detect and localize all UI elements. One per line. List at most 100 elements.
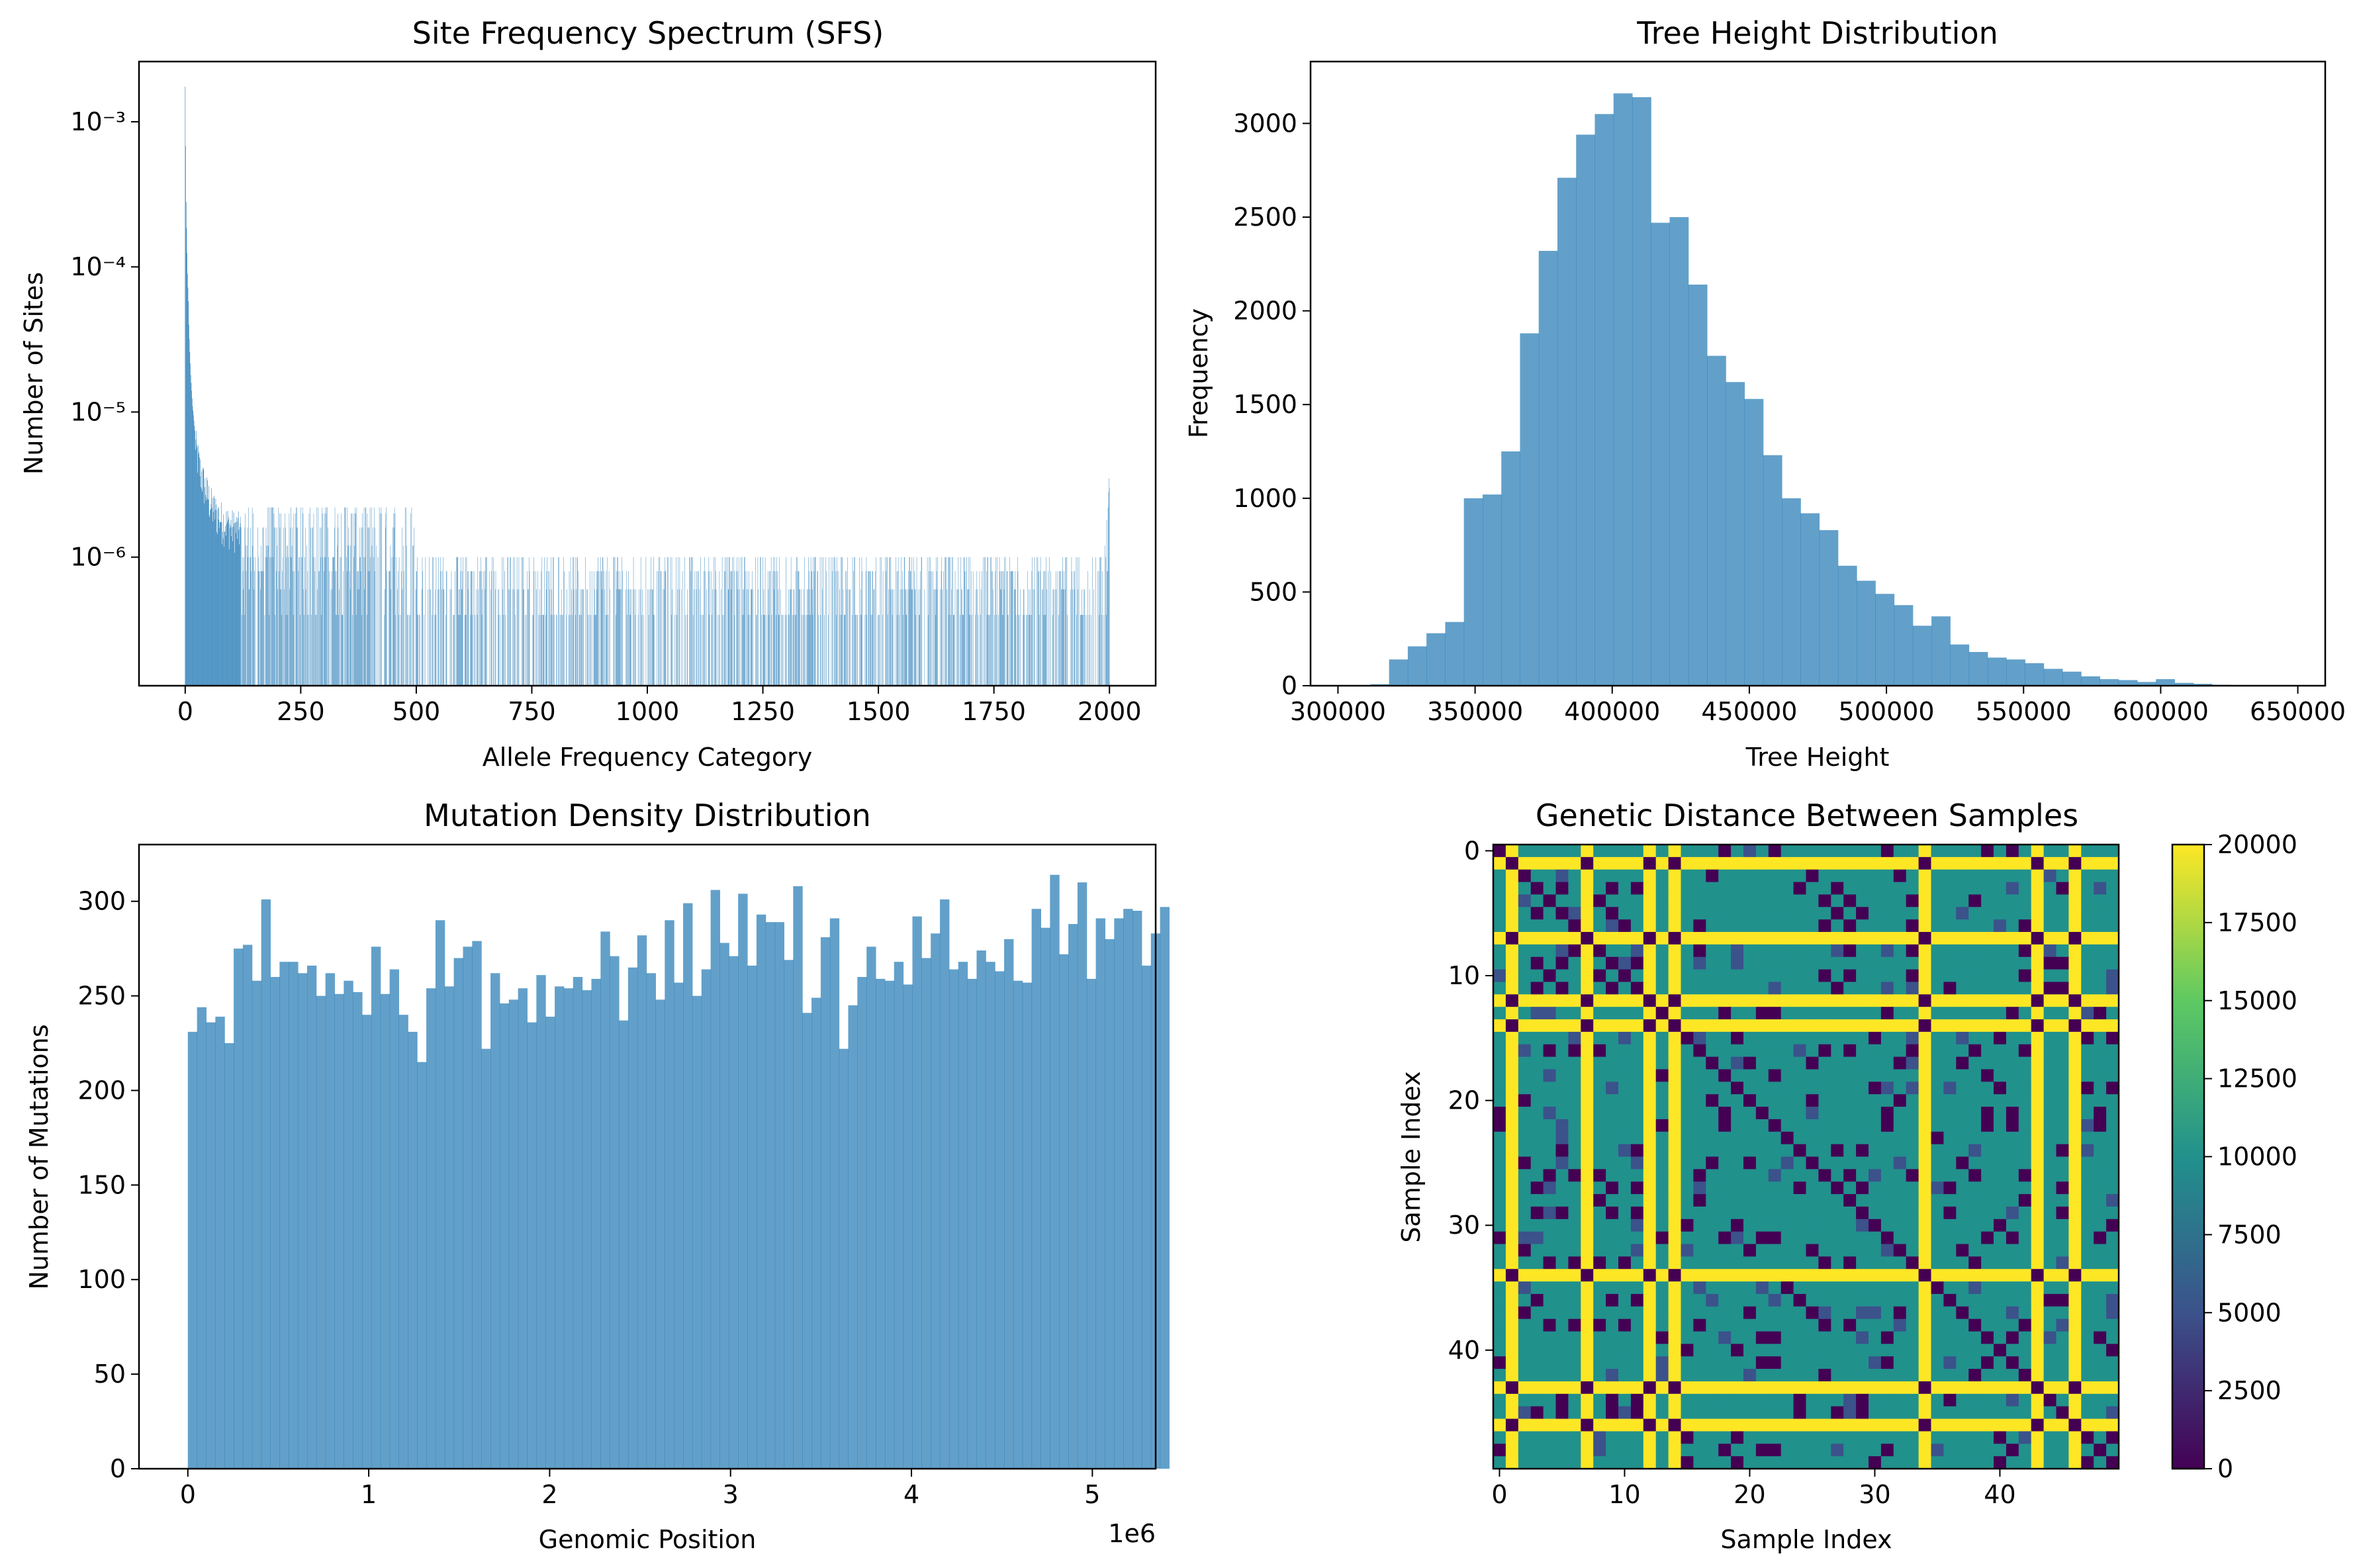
heat-cell [1918,956,1932,970]
heat-cell [1893,1119,1907,1132]
sfs-bar [799,589,800,686]
heat-cell [1693,982,1706,995]
heat-cell [2006,1056,2019,1070]
y-tick-label: 150 [77,1170,126,1199]
heat-cell [1831,1281,1844,1295]
heat-cell [1956,1406,1969,1420]
heat-cell [1543,1281,1557,1295]
sfs-bar [384,614,385,686]
heat-cell [1793,1156,1807,1170]
sfs-bar [273,513,275,686]
heat-cell [1718,1107,1732,1120]
heat-cell [2018,1169,2032,1182]
heat-cell [1618,982,1632,995]
heat-cell [2106,1444,2119,1457]
heat-cell [2068,1331,2082,1344]
heat-cell [2006,969,2019,983]
heat-cell [2031,1306,2045,1320]
sfs-bar [1012,571,1013,686]
heat-cell [1906,1044,1919,1058]
heat-cell [1581,956,1594,970]
sfs-bar [825,557,826,686]
heat-cell [1706,1156,1719,1170]
heat-cell [1630,1131,1644,1145]
colorbar-tick-label: 17500 [2217,908,2297,937]
heat-cell [1780,1156,1794,1170]
heat-cell [1869,1293,1882,1307]
heat-cell [1630,1206,1644,1220]
heat-xlabel: Sample Index [1720,1525,1892,1554]
sfs-bar [941,571,942,686]
sfs-bar [868,571,869,686]
heat-cell [2006,845,2019,858]
heat-cell [1543,1231,1557,1245]
sfs-bar [446,571,447,686]
sfs-bar [991,557,992,686]
heat-cell [1581,907,1594,920]
heat-cell [1755,956,1769,970]
heat-cell [1530,882,1544,896]
sfs-bar [394,507,395,686]
heat-cell [1869,1219,1882,1232]
tree-bar [2156,679,2175,686]
sfs-bar [207,480,208,686]
heat-cell [1943,1344,1957,1357]
heat-cell [1568,1406,1581,1420]
sfs-bar [872,571,873,686]
heat-cell [1880,1306,1894,1320]
sfs-bar [354,545,355,686]
heat-cell [1655,1231,1669,1245]
x-tick-label: 750 [508,697,556,726]
heat-cell [1618,1381,1632,1395]
heat-cell [1543,1056,1557,1070]
sfs-bar [606,614,607,686]
heat-cell [1831,1231,1844,1245]
heat-cell [1543,1318,1557,1332]
heat-cell [1643,944,1657,958]
heat-cell [1843,1119,1857,1132]
heat-cell [1606,944,1619,958]
heat-cell [2018,1406,2032,1420]
heat-cell [1856,1393,1869,1407]
tree-ylabel: Frequency [1184,308,1213,438]
heat-cell [1706,845,1719,858]
heat-cell [1568,1444,1581,1457]
heat-cell [1918,894,1932,907]
heat-cell [1581,1219,1594,1232]
heat-cell [1981,919,1994,933]
heat-cell [1994,1194,2007,1207]
heat-cell [1731,1456,1744,1469]
heat-cell [2081,982,2094,995]
sfs-bar [1018,614,1019,686]
heat-cell [1768,1306,1782,1320]
heat-cell [2106,982,2119,995]
heat-cell [1655,1131,1669,1145]
heat-cell [2031,845,2045,858]
heat-cell [1618,1418,1632,1432]
heat-cell [1956,1007,1969,1020]
sfs-bar [811,571,812,686]
heat-cell [1843,1369,1857,1382]
y-tick-label: 40 [1448,1336,1480,1365]
heat-cell [2043,1119,2057,1132]
heat-cell [1668,1244,1682,1257]
heat-cell [1518,882,1532,896]
heat-cell [1743,1019,1757,1033]
heat-cell [1643,1269,1657,1282]
tree-bar [1894,605,1914,686]
sfs-bar [285,614,287,686]
tree-bar [2137,682,2156,686]
heat-cell [1731,882,1744,896]
heat-cell [2068,956,2082,970]
mut-bar [334,993,344,1469]
sfs-bar [438,557,439,686]
heat-cell [1743,1156,1757,1170]
heat-cell [2006,1293,2019,1307]
sfs-bar [477,557,479,686]
mut-bar [894,962,904,1469]
sfs-bar [404,507,406,686]
heat-cell [1831,1219,1844,1232]
sfs-bar [1054,589,1056,686]
heat-cell [1618,994,1632,1007]
heat-cell [1668,919,1682,933]
